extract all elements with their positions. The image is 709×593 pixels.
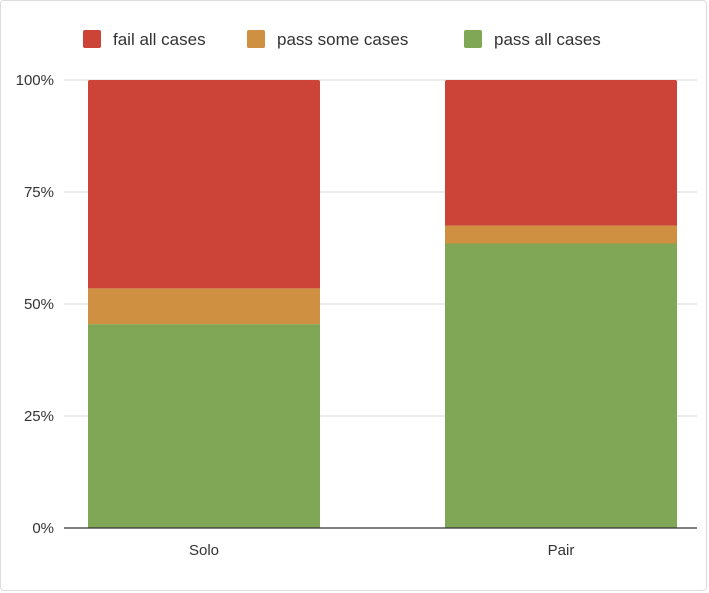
x-tick-label: Solo: [189, 542, 219, 559]
y-tick-label: 0%: [32, 520, 54, 537]
y-axis: 0% 25% 50% 75% 100%: [16, 72, 54, 537]
bar-pair-fail-all-cases: [445, 80, 677, 226]
y-tick-label: 75%: [24, 184, 54, 201]
legend-label: fail all cases: [113, 30, 206, 49]
bar-solo-pass-all-cases: [88, 324, 320, 528]
y-tick-label: 100%: [16, 72, 54, 89]
bar-solo-fail-all-cases: [88, 80, 320, 289]
y-tick-label: 50%: [24, 296, 54, 313]
legend-label: pass some cases: [277, 30, 408, 49]
bars: [88, 80, 677, 528]
x-axis: Solo Pair: [64, 527, 697, 559]
legend-item-pass-all-cases: pass all cases: [464, 30, 601, 49]
x-tick-label: Pair: [548, 542, 575, 559]
bar-solo-pass-some-cases: [88, 288, 320, 325]
bar-pair-pass-all-cases: [445, 243, 677, 528]
legend-swatch: [83, 30, 101, 48]
y-tick-label: 25%: [24, 408, 54, 425]
legend-swatch: [464, 30, 482, 48]
legend: fail all cases pass some cases pass all ca…: [83, 30, 601, 49]
legend-item-fail-all-cases: fail all cases: [83, 30, 206, 49]
legend-label: pass all cases: [494, 30, 601, 49]
bar-pair-pass-some-cases: [445, 225, 677, 244]
legend-swatch: [247, 30, 265, 48]
legend-item-pass-some-cases: pass some cases: [247, 30, 408, 49]
